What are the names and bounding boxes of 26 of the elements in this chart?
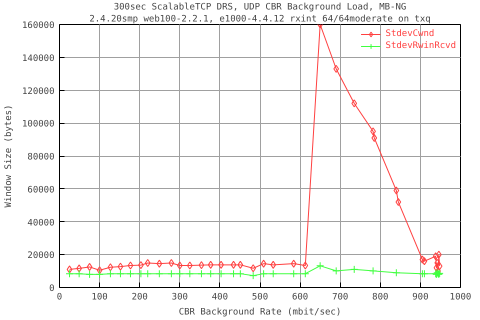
chart-title: 300sec ScalableTCP DRS, UDP CBR Background Load, MB-NG [114,2,406,12]
y-tick-label: 20000 [27,251,54,262]
chart-subtitle: 2.4.20smp web100-2.2.1, e1000-4.4.12 rxint 64/64moderate on txq [89,14,431,24]
x-tick-label: 900 [412,292,429,302]
y-tick-label: 120000 [22,86,55,97]
y-axis-title: Window Size (bytes) [4,104,14,208]
y-tick-label: 40000 [27,218,54,228]
y-tick-label: 0 [49,284,55,294]
x-tick-label: 700 [332,292,348,302]
y-tick-label: 140000 [22,54,55,64]
y-tick-label: 60000 [27,185,54,196]
x-tick-label: 0 [56,292,62,302]
x-tick-label: 1000 [450,292,472,302]
x-tick-label: 200 [132,292,148,302]
x-tick-label: 800 [372,292,388,302]
y-tick-label: 100000 [22,120,55,130]
y-tick-label: 80000 [27,152,54,162]
legend-label: StdevCwnd [386,28,434,40]
x-axis-title: CBR Background Rate (mbit/sec) [178,308,342,318]
x-tick-label: 300 [172,292,188,302]
x-tick-label: 500 [252,292,268,302]
x-tick-label: 100 [91,292,108,302]
x-tick-label: 600 [292,292,308,302]
legend-label: StdevRwinRcvd [386,40,456,52]
y-tick-label: 160000 [22,21,55,31]
x-tick-label: 400 [212,292,228,302]
